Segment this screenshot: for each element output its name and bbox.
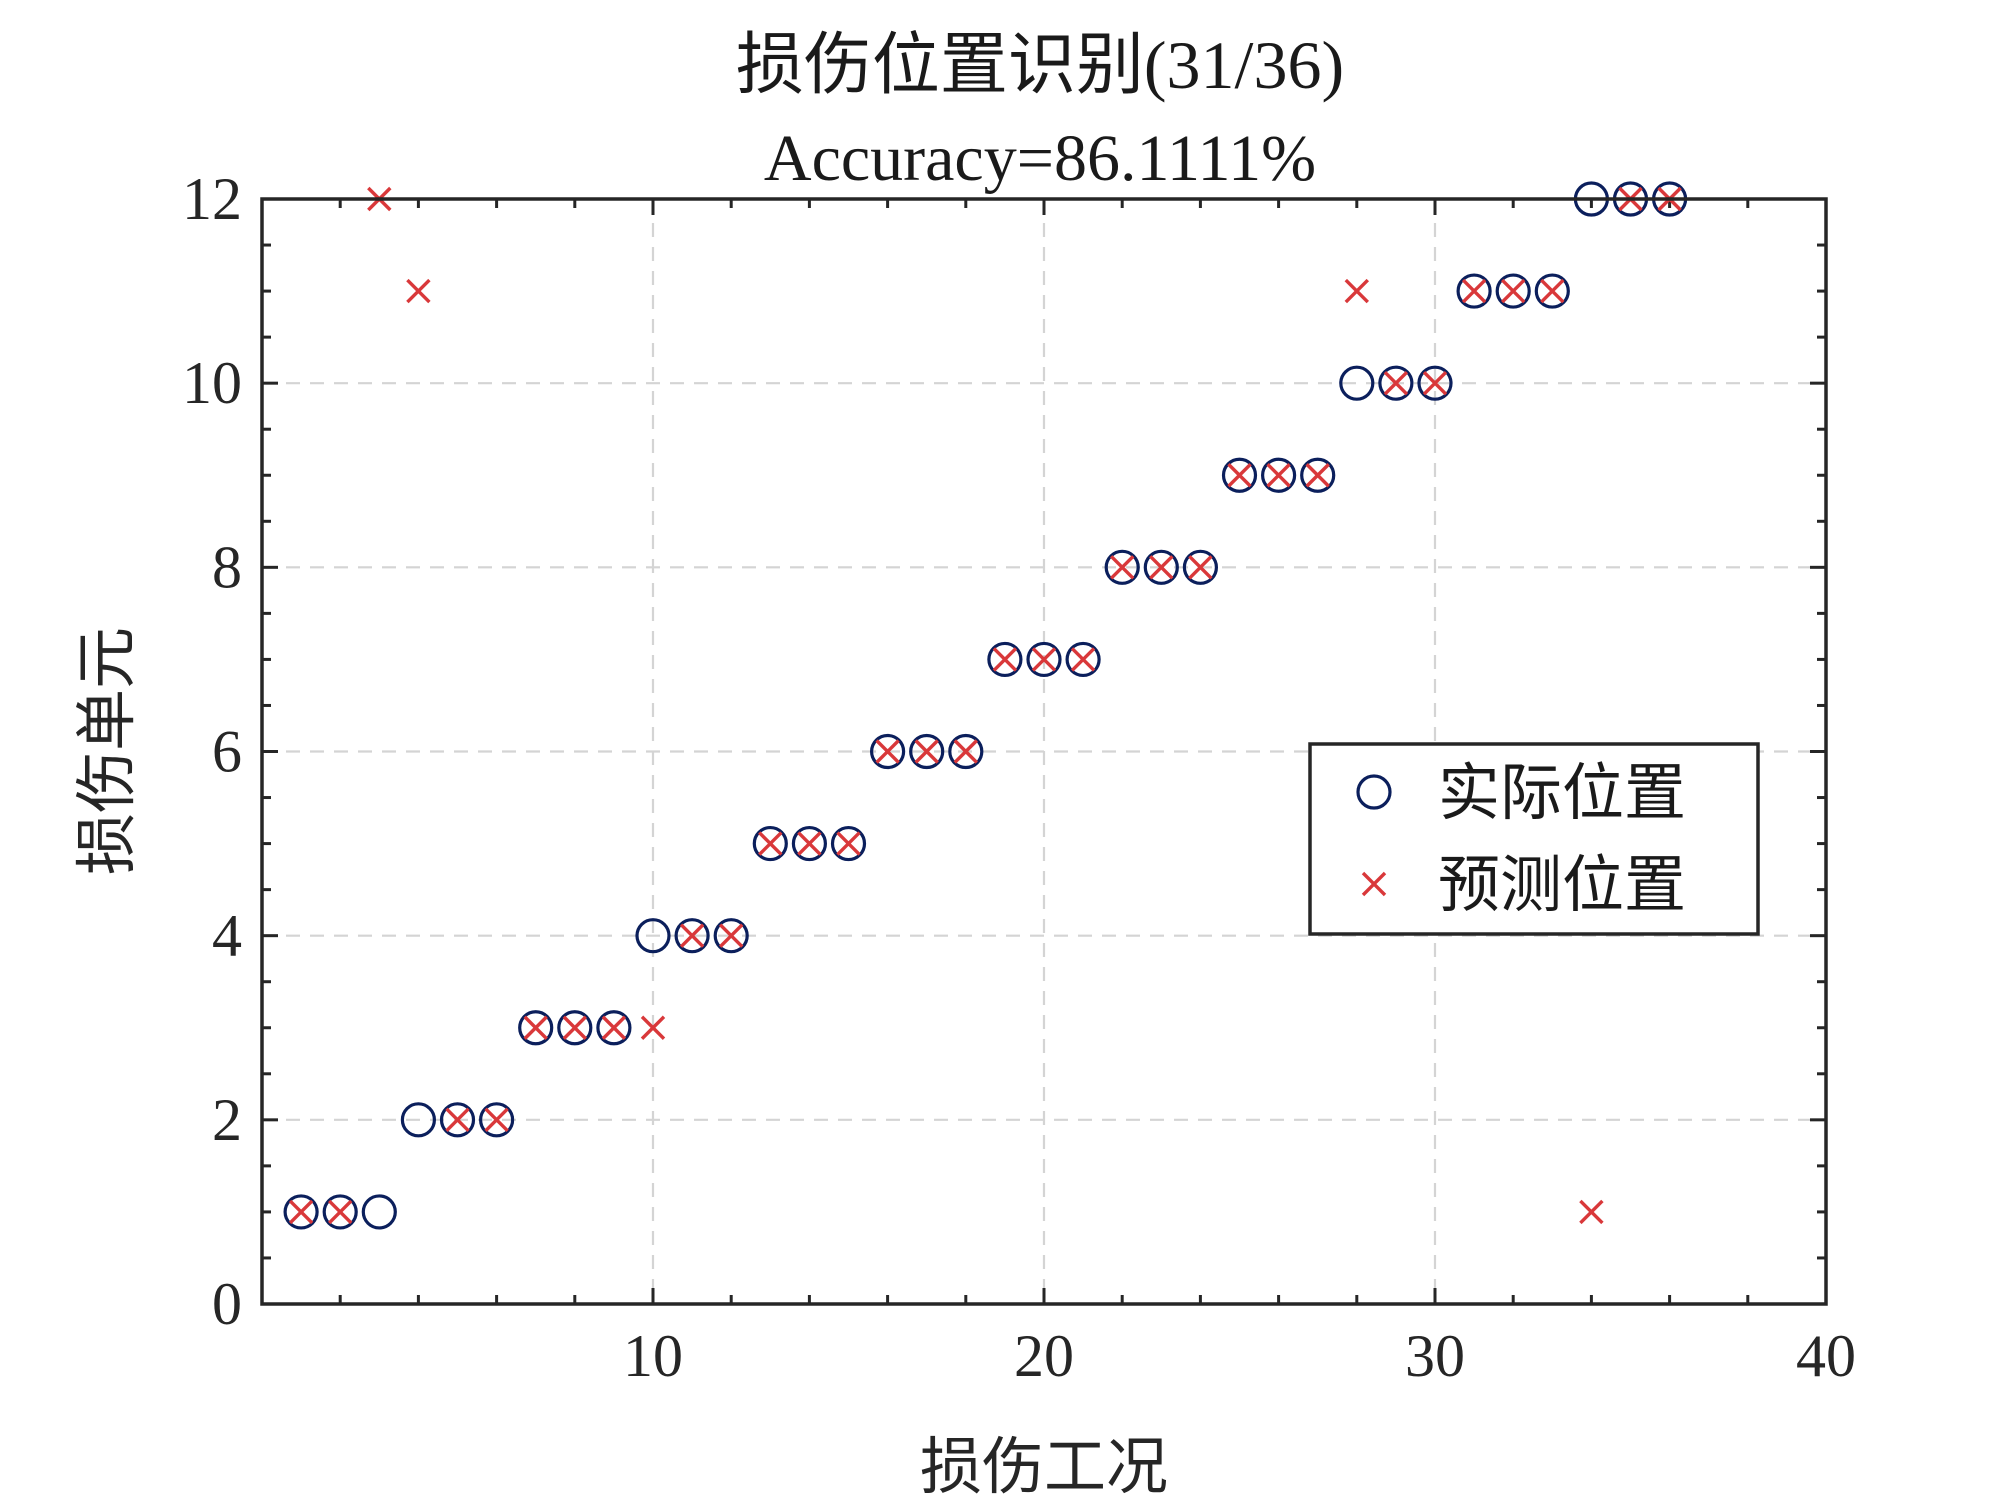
point-actual [1417,365,1453,401]
y-tick-label: 0 [212,1271,242,1337]
x-axis-label: 损伤工况 [920,1430,1168,1498]
point-actual [1456,273,1492,309]
point-actual [557,1010,593,1046]
x-tick-label: 10 [623,1323,683,1389]
point-predicted [718,923,744,948]
point-predicted [1109,555,1135,580]
y-axis-label: 损伤单元 [70,627,143,875]
point-predicted [679,923,705,948]
point-actual [791,825,828,862]
point-predicted [1149,555,1174,580]
point-predicted [445,1107,470,1133]
point-predicted [992,647,1018,672]
point-actual [283,1194,319,1230]
point-predicted [836,831,861,856]
point-actual [752,825,788,862]
y-tick-label: 12 [182,166,242,232]
point-predicted [562,1015,588,1040]
x-tick-label: 30 [1405,1323,1465,1389]
point-actual [1065,641,1101,678]
point-predicted [1031,647,1057,672]
point-predicted [1344,278,1370,304]
point-predicted [288,1199,314,1225]
legend-label-actual: 实际位置 [1438,756,1686,829]
y-tick-label: 8 [212,534,242,600]
point-actual [1378,365,1414,401]
point-actual [400,1102,436,1138]
point-predicted [797,831,822,856]
point-predicted [327,1199,353,1225]
point-actual [1495,273,1531,309]
point-predicted [484,1107,509,1133]
point-predicted [1500,278,1526,304]
point-predicted [1305,463,1330,488]
point-actual [1143,549,1179,585]
legend-marker-actual [1356,774,1392,810]
point-predicted [523,1015,548,1040]
point-predicted [1188,555,1213,580]
point-actual [674,918,710,954]
point-predicted [875,739,900,764]
point-predicted [914,739,939,764]
point-predicted [1266,463,1291,488]
point-actual [439,1102,476,1138]
legend-marker-predicted [1361,871,1387,897]
chart-title: 损伤位置识别(31/36) [736,27,1344,103]
point-actual [1260,457,1297,493]
point-actual [596,1010,632,1046]
tick-labels: 10 20 30 40 0 2 4 6 8 10 12 [182,166,1856,1389]
point-actual [322,1194,358,1230]
point-actual [1104,549,1140,585]
plot-area-frame [260,197,1828,1306]
point-actual [1026,641,1062,678]
chart-subtitle: Accuracy=86.1111% [764,122,1316,195]
point-actual [909,733,945,770]
point-actual [713,918,749,954]
point-predicted [406,278,431,304]
point-actual [987,641,1023,678]
point-actual [518,1010,554,1046]
point-actual [830,825,867,862]
legend-label-predicted: 预测位置 [1438,848,1686,921]
x-tick-label: 20 [1014,1323,1074,1389]
y-tick-label: 2 [212,1087,242,1153]
point-predicted [758,831,783,856]
point-actual [479,1102,515,1138]
point-predicted [1540,278,1565,304]
point-actual [1182,549,1219,585]
point-predicted [1579,1199,1604,1225]
y-tick-label: 6 [212,719,242,785]
point-actual [1339,365,1375,401]
point-predicted [640,1015,666,1040]
point-predicted [1422,370,1448,396]
point-actual [361,1194,397,1230]
point-predicted [953,739,979,764]
point-actual [869,733,906,770]
point-predicted [1227,463,1252,488]
legend-box [1308,742,1760,936]
y-tick-label: 10 [182,350,242,416]
point-actual [1534,273,1570,309]
series-predicted [288,186,1682,1225]
point-predicted [601,1015,627,1040]
point-predicted [1383,370,1409,396]
x-tick-label: 40 [1796,1323,1856,1389]
point-actual [948,733,984,770]
point-actual [635,918,671,954]
point-actual [1221,457,1258,493]
point-predicted [1070,647,1096,672]
point-predicted [1461,278,1487,304]
y-tick-label: 4 [212,903,242,969]
point-actual [1300,457,1336,493]
